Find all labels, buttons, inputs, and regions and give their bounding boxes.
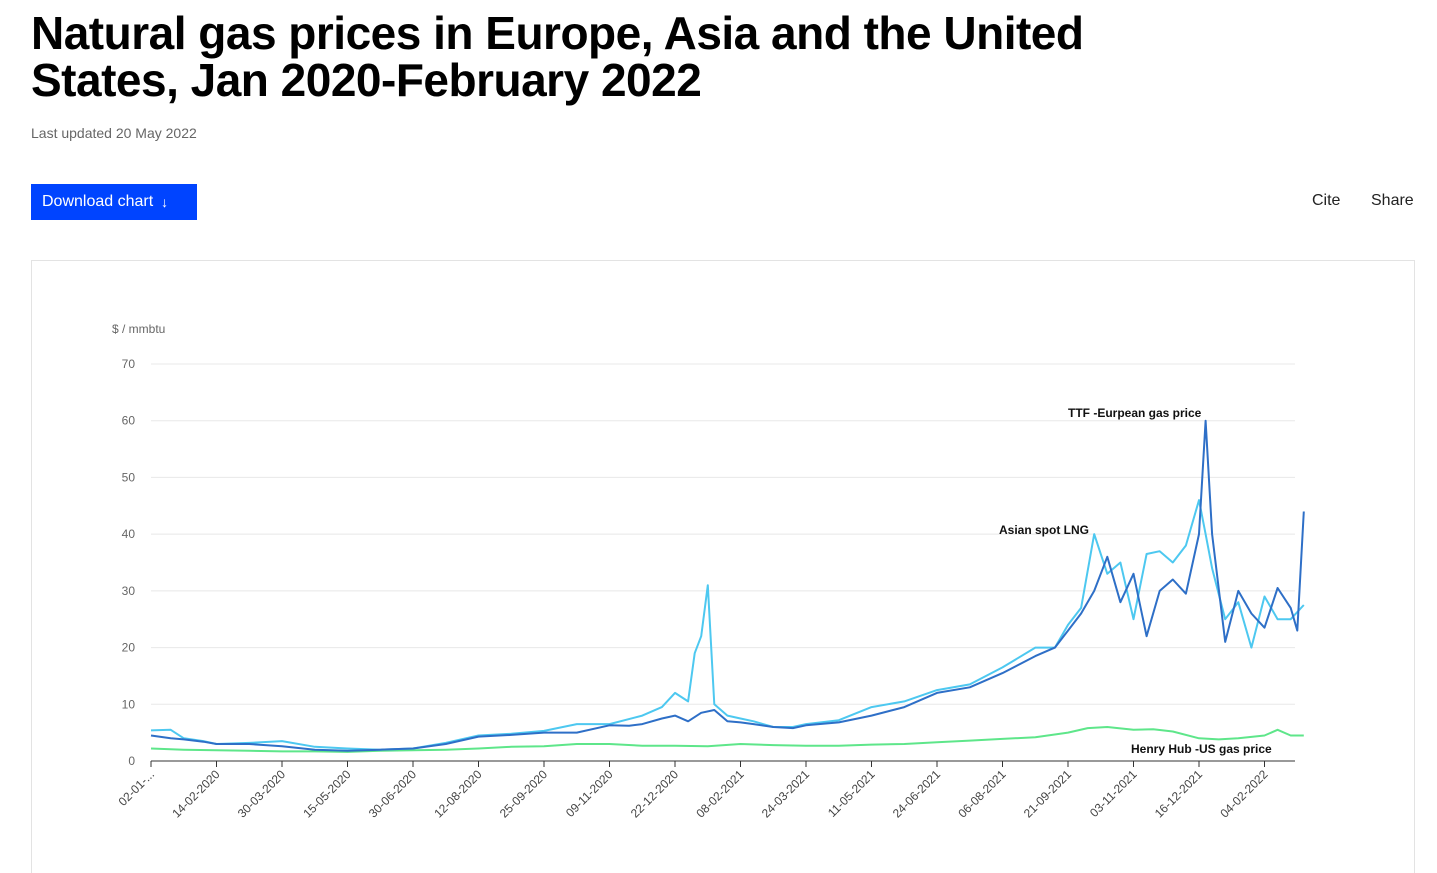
x-tick-label: 12-08-2020 — [431, 767, 485, 821]
x-tick-label: 15-05-2020 — [300, 767, 354, 821]
x-tick-label: 22-12-2020 — [628, 767, 682, 821]
x-tick-label: 24-06-2021 — [890, 767, 944, 821]
y-tick-label: 10 — [122, 697, 136, 711]
annotation-layer: TTF -Eurpean gas price Asian spot LNG Henr… — [999, 406, 1272, 756]
x-tick-label: 30-03-2020 — [235, 767, 289, 821]
asian-lng-series-line — [150, 499, 1305, 751]
ttf-series-line — [150, 419, 1305, 752]
grid-layer — [151, 363, 1295, 705]
ttf-annotation: TTF -Eurpean gas price — [1068, 406, 1202, 420]
series-layer — [150, 419, 1305, 753]
x-tick-label: 11-05-2021 — [825, 767, 878, 820]
arrow-down-icon: ↓ — [161, 194, 169, 210]
download-chart-label: Download chart — [42, 193, 154, 210]
y-tick-label: 50 — [122, 470, 136, 484]
y-tick-label: 0 — [128, 754, 135, 768]
chart-container: $ / mmbtu 0 10 20 30 40 50 60 70 02-01-... 14-02-2… — [31, 260, 1415, 873]
share-link[interactable]: Share — [1371, 192, 1414, 209]
x-tick-label: 16-12-2021 — [1152, 767, 1206, 821]
x-tick-label: 14-02-2020 — [169, 767, 223, 821]
x-tick-label: 09-11-2020 — [563, 767, 616, 820]
y-tick-label: 20 — [122, 641, 136, 655]
page-title: Natural gas prices in Europe, Asia and t… — [31, 7, 1084, 106]
x-tick-label: 03-11-2021 — [1087, 767, 1140, 820]
y-tick-label: 70 — [122, 357, 136, 371]
download-chart-button[interactable]: Download chart ↓ — [31, 184, 197, 220]
y-tick-label: 30 — [122, 584, 136, 598]
x-tick-label: 06-08-2021 — [955, 767, 1009, 821]
y-axis-label: $ / mmbtu — [112, 322, 165, 336]
line-chart: $ / mmbtu 0 10 20 30 40 50 60 70 02-01-... 14-02-2… — [112, 322, 1305, 821]
asian-lng-annotation: Asian spot LNG — [999, 523, 1089, 537]
last-updated: Last updated 20 May 2022 — [31, 125, 197, 141]
x-tick-label: 24-03-2021 — [759, 767, 813, 821]
x-tick-label: 25-09-2020 — [497, 767, 551, 821]
y-tick-label: 40 — [122, 527, 136, 541]
cite-link[interactable]: Cite — [1312, 192, 1341, 209]
henry-hub-series-line — [150, 726, 1304, 753]
y-tick-label: 60 — [122, 414, 136, 428]
x-tick-label: 02-01-... — [116, 767, 158, 809]
x-tick-label: 04-02-2022 — [1217, 767, 1271, 821]
henry-hub-annotation: Henry Hub -US gas price — [1131, 742, 1272, 756]
x-tick-label: 30-06-2020 — [366, 767, 420, 821]
x-tick-label: 08-02-2021 — [693, 767, 747, 821]
x-tick-label: 21-09-2021 — [1021, 767, 1075, 821]
